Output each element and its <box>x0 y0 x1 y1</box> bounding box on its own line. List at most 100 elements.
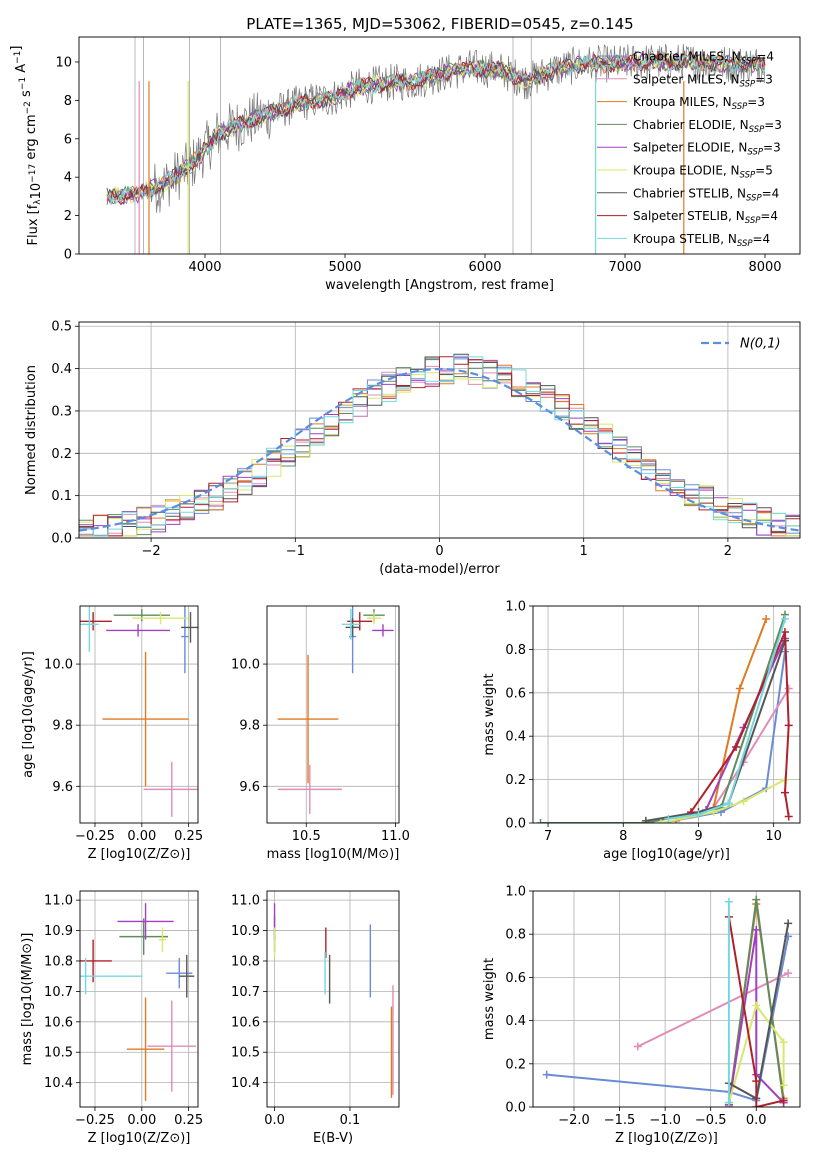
weight-point-marker <box>536 819 545 823</box>
legend-label: N(0,1) <box>740 337 781 352</box>
legend-subscript: SSP <box>732 102 748 112</box>
residual-histogram-panel: −2 −1 0 1 2 0.0 0.1 0.2 0.3 0.4 0.5 (data-model)/er… <box>24 320 801 577</box>
weight-point-marker <box>784 919 793 928</box>
axes-frame <box>532 890 801 1108</box>
model-line-kroupa-stelib <box>106 52 766 204</box>
y-tick-label: 2 <box>64 209 72 224</box>
weight-line-kroupa-stelib <box>668 618 786 820</box>
axes-frame <box>266 890 400 1108</box>
legend-subscript: SSP <box>740 171 756 181</box>
x-tick-label: 0.25 <box>174 1113 203 1128</box>
x-tick-label: −1.5 <box>604 1113 636 1128</box>
y-tick-label: 0.2 <box>505 773 526 788</box>
legend-label: Salpeter ELODIE, NSSP=3 <box>633 141 781 158</box>
x-tick-label: −0.5 <box>695 1113 727 1128</box>
x-tick-label: 9 <box>694 829 702 844</box>
legend-subscript: SSP <box>747 148 763 158</box>
x-tick-label: 2 <box>724 544 732 559</box>
x-axis-label: Z [log10(Z/Z⊙)] <box>615 1131 718 1146</box>
legend-nssp: =4 <box>756 50 774 64</box>
legend-label: Chabrier ELODIE, NSSP=3 <box>633 118 782 135</box>
weight-point-marker <box>752 1001 761 1010</box>
legend-subscript: SSP <box>749 125 765 135</box>
y-tick-label: 11.0 <box>44 894 73 909</box>
y-axis-label: Flux [fλ10−17 erg cm−2 s−1 A−1] <box>9 46 44 246</box>
weight-point-marker <box>784 812 793 821</box>
legend-label: Chabrier STELIB, NSSP=4 <box>633 186 779 203</box>
legend-subscript: SSP <box>737 239 753 249</box>
y-tick-label: 4 <box>64 171 72 186</box>
legend-label: Chabrier MILES, NSSP=4 <box>633 50 774 67</box>
y-axis-label-part: −2 <box>23 101 33 114</box>
weight-point-marker <box>739 797 748 806</box>
legend-label: Salpeter MILES, NSSP=3 <box>633 72 773 89</box>
legend-subscript: SSP <box>745 216 761 226</box>
y-tick-label: 10.5 <box>231 1046 260 1061</box>
legend-label: Kroupa MILES, NSSP=3 <box>633 95 765 112</box>
plot-area <box>80 606 198 817</box>
x-axis-label: Z [log10(Z/Z⊙)] <box>88 847 191 862</box>
legend-label: Kroupa STELIB, NSSP=4 <box>633 232 770 249</box>
y-tick-label: 6 <box>64 132 72 147</box>
y-axis-label-part: A <box>14 64 29 77</box>
axes-frame <box>532 605 801 824</box>
x-tick-label: 11.0 <box>381 829 410 844</box>
y-axis-label-part: −1 <box>18 77 28 90</box>
x-axis-label: age [log10(age/yr)] <box>603 847 730 862</box>
y-tick-label: 10.7 <box>231 985 260 1000</box>
y-tick-label: 10.5 <box>44 1046 73 1061</box>
weight-point-marker <box>724 1098 733 1107</box>
y-tick-label: 10.6 <box>44 1015 73 1030</box>
weight-point-marker <box>752 1103 761 1107</box>
y-tick-label: 10.8 <box>44 954 73 969</box>
weight-point-marker <box>656 819 665 823</box>
weight-point-marker <box>784 969 793 978</box>
y-tick-label: 10.0 <box>231 658 260 673</box>
y-axis-label-part: Flux [f <box>26 204 41 245</box>
x-tick-label: 0.0 <box>746 1113 767 1128</box>
x-tick-label: 1 <box>580 544 588 559</box>
weight-line-salpeter-miles <box>637 972 789 1048</box>
legend-nssp: =3 <box>763 141 781 155</box>
y-axis-label: Normed distribution <box>24 365 39 495</box>
age-vs-metallicity-panel: −0.25 0.00 0.25 9.6 9.8 10.0 Z [log10(Z/Z⊙)] ag… <box>21 605 203 862</box>
weight-point-marker <box>752 925 761 934</box>
x-tick-label: 7 <box>544 829 552 844</box>
weight-point-marker <box>780 788 789 797</box>
y-axis-label: mass [log10(M/M⊙)] <box>20 933 35 1066</box>
x-tick-label: 0.00 <box>127 1113 156 1128</box>
plot-area <box>536 610 793 823</box>
legend-nssp: =5 <box>755 164 773 178</box>
x-tick-label: 0.25 <box>174 829 203 844</box>
y-tick-label: 0.2 <box>505 1057 526 1072</box>
plot-area <box>106 37 766 254</box>
y-tick-label: 10.9 <box>231 924 260 939</box>
weight-point-marker <box>752 895 761 904</box>
y-axis-label-part: −17 <box>28 164 38 183</box>
legend-nssp: =3 <box>747 95 765 109</box>
y-axis-label: age [log10(age/yr)] <box>21 651 36 778</box>
y-tick-label: 9.8 <box>239 719 260 734</box>
legend-nssp: =4 <box>753 232 771 246</box>
y-tick-label: 10.4 <box>44 1076 73 1091</box>
weight-point-marker <box>664 814 673 823</box>
spectrum-panel: 4000 5000 6000 7000 8000 0 2 4 6 8 10 wavelength [A… <box>9 36 801 293</box>
x-tick-label: 0.1 <box>340 1113 361 1128</box>
x-tick-label: 5000 <box>328 260 361 275</box>
mass-weight-vs-age-panel: 7 8 9 10 0.0 0.2 0.4 0.6 0.8 1.0 age [log10(age/yr… <box>482 600 801 862</box>
y-tick-label: 0.4 <box>505 1014 526 1029</box>
model-line-salpeter-stelib <box>106 51 766 206</box>
y-tick-label: 10.7 <box>44 985 73 1000</box>
mass-weight-vs-metallicity-panel: −2.0 −1.5 −1.0 −0.5 0.0 0.0 0.2 0.4 0.6 0.8 1.0 Z [… <box>482 885 801 1146</box>
y-tick-label: 0.0 <box>505 1101 526 1116</box>
y-tick-label: 10.6 <box>231 1015 260 1030</box>
axes-frame <box>78 36 801 255</box>
weight-point-marker <box>752 1077 761 1086</box>
y-tick-label: 10 <box>55 55 72 70</box>
y-tick-label: 0.4 <box>505 730 526 745</box>
legend-label: Kroupa ELODIE, NSSP=5 <box>633 164 773 181</box>
x-tick-label: 10.5 <box>292 829 321 844</box>
y-tick-label: 11.0 <box>231 894 260 909</box>
y-tick-label: 0.1 <box>51 489 72 504</box>
